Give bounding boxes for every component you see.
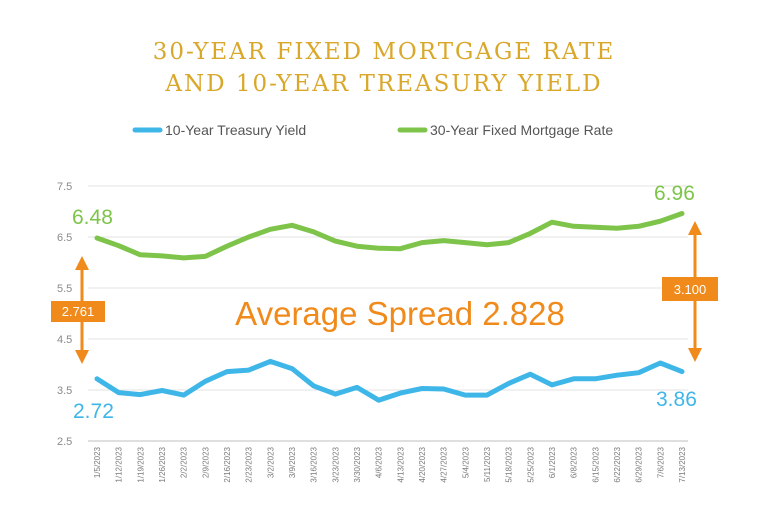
start-spread-value: 2.761	[62, 304, 95, 319]
x-tick-label: 2/23/2023	[245, 446, 254, 482]
gridlines	[88, 185, 688, 391]
x-tick-label: 1/19/2023	[136, 446, 145, 482]
x-tick-label: 3/2/2023	[266, 446, 275, 478]
x-tick-label: 3/30/2023	[353, 446, 362, 482]
x-tick-label: 2/2/2023	[180, 446, 189, 478]
x-tick-label: 1/26/2023	[158, 446, 167, 482]
x-tick-label: 4/6/2023	[375, 446, 384, 478]
label-start-treasury: 2.72	[73, 400, 114, 423]
y-tick-label: 3.5	[57, 385, 72, 397]
x-tick-label: 4/27/2023	[440, 446, 449, 482]
x-tick-label: 3/16/2023	[310, 446, 319, 482]
x-tick-label: 1/12/2023	[115, 446, 124, 482]
y-tick-label: 4.5	[57, 334, 72, 346]
x-tick-label: 6/8/2023	[570, 446, 579, 478]
start-spread-box	[51, 301, 105, 322]
x-tick-label: 6/1/2023	[548, 446, 557, 478]
x-tick-label: 6/29/2023	[635, 446, 644, 482]
x-tick-label: 7/6/2023	[656, 446, 665, 478]
legend-label-treasury: 10-Year Treasury Yield	[165, 122, 306, 138]
x-tick-label: 6/15/2023	[591, 446, 600, 482]
label-end-mortgage: 6.96	[654, 182, 695, 205]
label-end-treasury: 3.86	[656, 388, 697, 411]
x-tick-label: 4/20/2023	[418, 446, 427, 482]
y-tick-label: 7.5	[57, 181, 72, 193]
y-tick-label: 2.5	[57, 436, 72, 448]
x-tick-label: 5/11/2023	[483, 446, 492, 482]
x-tick-label: 6/22/2023	[613, 446, 622, 482]
x-tick-label: 7/13/2023	[678, 446, 687, 482]
x-tick-label: 5/25/2023	[526, 446, 535, 482]
y-axis-ticks: 2.5 3.5 4.5 5.5 6.5 7.5	[57, 181, 72, 448]
x-axis-ticks: 1/5/2023 1/12/2023 1/19/2023 1/26/2023 2/2/2…	[93, 446, 687, 482]
x-tick-label: 2/9/2023	[201, 446, 210, 478]
x-tick-label: 5/18/2023	[505, 446, 514, 482]
series-line-treasury	[94, 358, 685, 403]
x-tick-label: 2/16/2023	[223, 446, 232, 482]
x-tick-label: 3/9/2023	[288, 446, 297, 478]
y-tick-label: 5.5	[57, 283, 72, 295]
end-spread-value: 3.100	[674, 282, 707, 297]
legend-label-mortgage: 30-Year Fixed Mortgage Rate	[430, 122, 613, 138]
label-start-mortgage: 6.48	[72, 206, 113, 229]
end-spread-box	[662, 277, 718, 301]
x-tick-label: 4/13/2023	[396, 446, 405, 482]
x-tick-label: 1/5/2023	[93, 446, 102, 478]
chart-title-line-2: AND 10-YEAR TREASURY YIELD	[165, 71, 603, 97]
x-tick-label: 5/4/2023	[461, 446, 470, 478]
chart-title-line-1: 30-YEAR FIXED MORTGAGE RATE	[152, 39, 616, 65]
series-line-mortgage	[94, 211, 685, 261]
y-tick-label: 6.5	[57, 232, 72, 244]
x-tick-label: 3/23/2023	[331, 446, 340, 482]
average-spread-label: Average Spread 2.828	[235, 295, 565, 332]
legend: 10-Year Treasury Yield 30-Year Fixed Mor…	[132, 122, 613, 138]
